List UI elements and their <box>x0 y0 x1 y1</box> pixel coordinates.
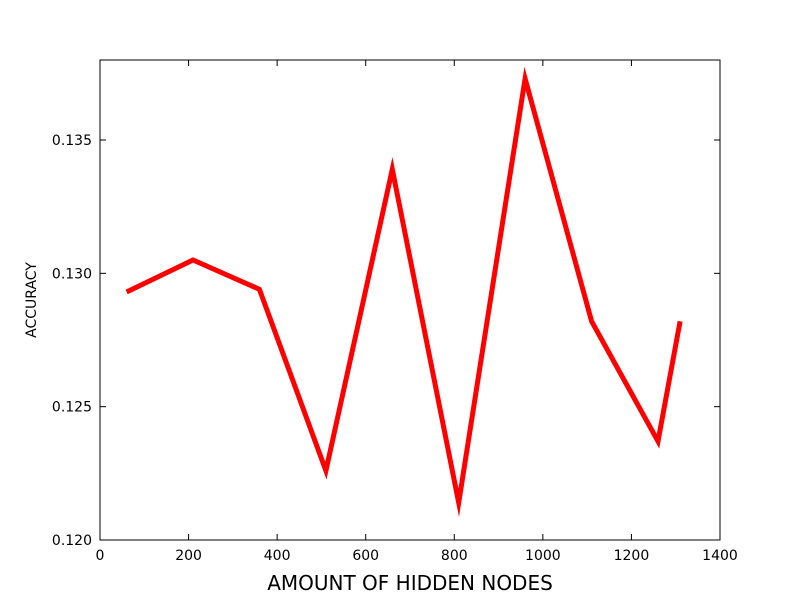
x-tick-label: 1400 <box>702 548 738 564</box>
x-tick-label: 200 <box>175 548 202 564</box>
x-tick-label: 400 <box>264 548 291 564</box>
series-layer <box>125 66 683 517</box>
x-tick-label: 1000 <box>525 548 561 564</box>
x-axis-ticks: 0 200 400 600 800 1000 1200 1400 <box>96 60 738 564</box>
plot-frame <box>99 59 721 541</box>
y-tick-label: 0.125 <box>52 400 92 416</box>
series-line <box>125 66 683 517</box>
x-tick-label: 800 <box>441 548 468 564</box>
plot-area <box>99 59 721 541</box>
y-tick-label: 0.120 <box>52 533 92 549</box>
x-tick-label: 0 <box>96 548 105 564</box>
y-tick-label: 0.135 <box>52 133 92 149</box>
x-axis-label: AMOUNT OF HIDDEN NODES <box>267 571 553 595</box>
y-axis-ticks: 0.120 0.125 0.130 0.135 <box>52 133 720 549</box>
x-tick-label: 1200 <box>614 548 650 564</box>
y-tick-label: 0.130 <box>52 266 92 282</box>
x-tick-label: 600 <box>352 548 379 564</box>
y-axis-label: ACCURACY <box>24 262 40 338</box>
